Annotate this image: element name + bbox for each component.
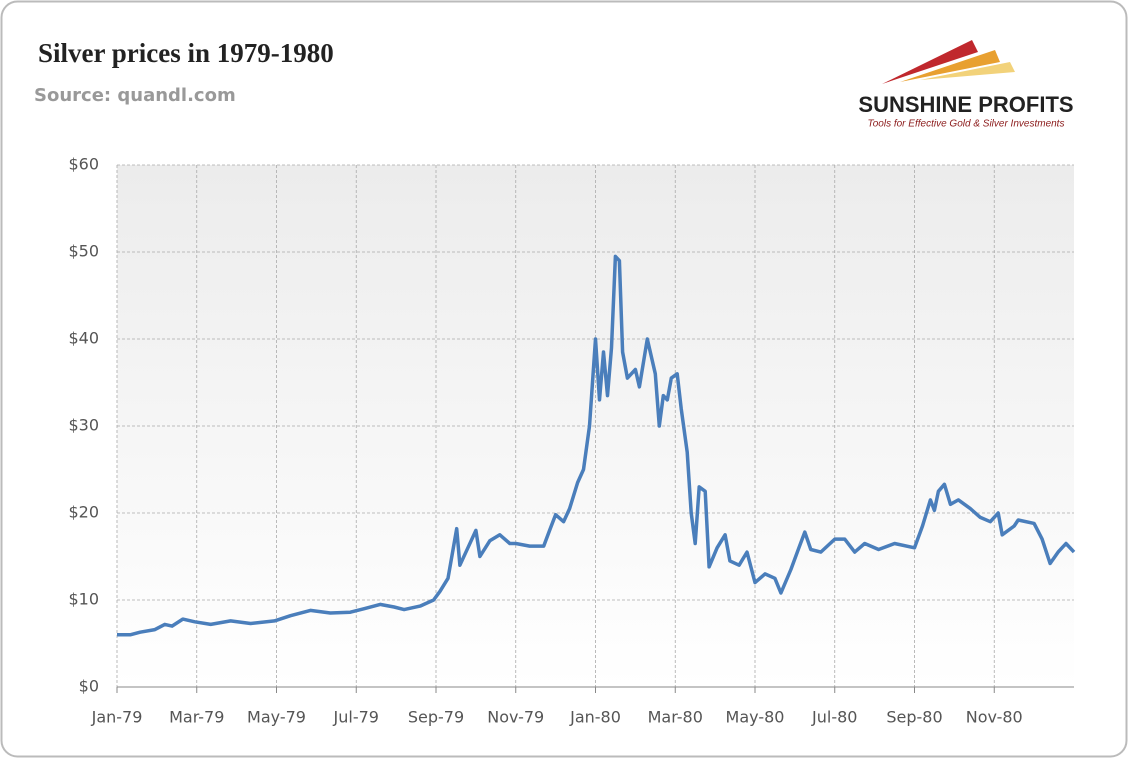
- y-tick-label: $20: [68, 503, 99, 522]
- x-tick-label: Jul-79: [333, 708, 379, 727]
- x-tick-label: Jul-80: [811, 708, 857, 727]
- chart-subtitle: Source: quandl.com: [34, 85, 236, 106]
- x-tick-label: May-79: [247, 708, 306, 727]
- y-tick-label: $10: [68, 590, 99, 609]
- x-tick-label: Jan-80: [569, 708, 621, 727]
- x-tick-label: May-80: [726, 708, 785, 727]
- y-tick-label: $60: [68, 155, 99, 174]
- x-tick-label: Sep-80: [886, 708, 942, 727]
- x-tick-label: Mar-80: [648, 708, 703, 727]
- x-tick-label: Nov-79: [487, 708, 544, 727]
- x-tick-label: Jan-79: [91, 708, 143, 727]
- logo: SUNSHINE PROFITS Tools for Effective Gol…: [858, 40, 1074, 130]
- x-tick-label: Nov-80: [966, 708, 1023, 727]
- price-line: [117, 254, 1076, 637]
- y-tick-label: $0: [79, 677, 99, 696]
- logo-name: SUNSHINE PROFITS: [858, 92, 1073, 117]
- chart-title: Silver prices in 1979-1980: [38, 38, 334, 68]
- marks: [117, 254, 1076, 637]
- y-tick-label: $40: [68, 329, 99, 348]
- grid: $0 $10 $20 $30 $40 $50 $60 Jan-79 Mar-79 May-79 Ju…: [68, 155, 1074, 727]
- y-tick-label: $30: [68, 416, 99, 435]
- y-tick-label: $50: [68, 242, 99, 261]
- x-tick-label: Mar-79: [169, 708, 224, 727]
- x-tick-label: Sep-79: [408, 708, 464, 727]
- logo-tagline: Tools for Effective Gold & Silver Invest…: [868, 119, 1065, 130]
